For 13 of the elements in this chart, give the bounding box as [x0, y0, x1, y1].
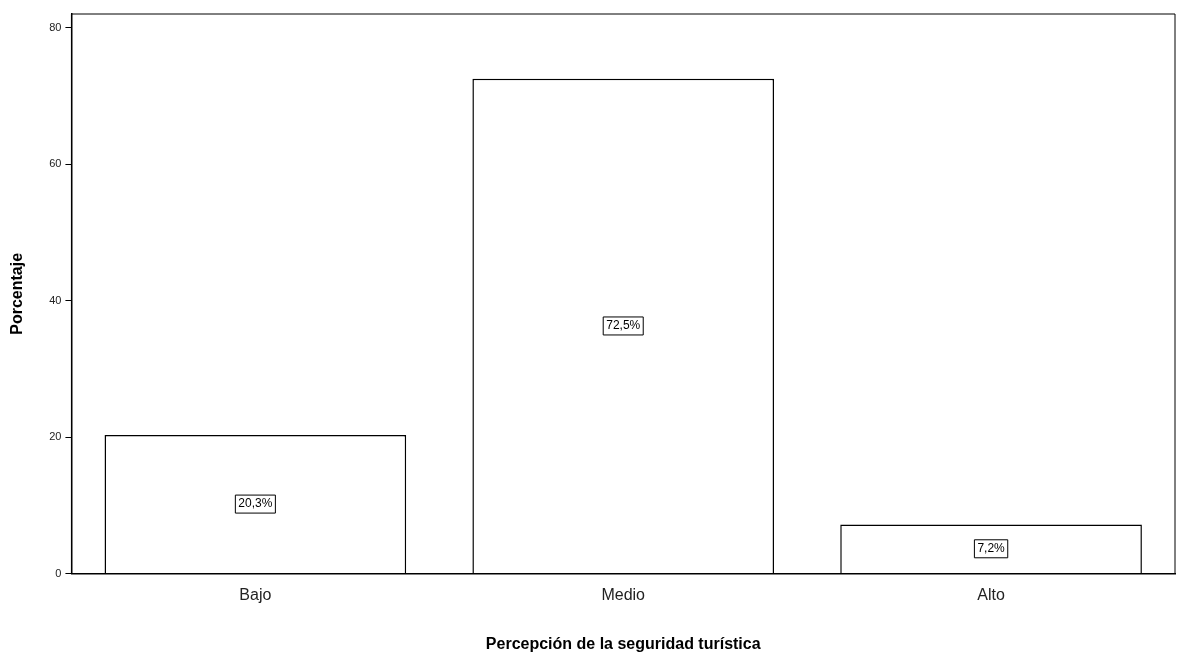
x-axis-title: Percepción de la seguridad turística [485, 634, 761, 652]
data-label: 72,5% [606, 318, 641, 333]
x-tick-label: Medio [601, 585, 646, 603]
y-tick-label: 80 [49, 20, 62, 33]
y-tick-label: 60 [49, 157, 62, 170]
data-label: 20,3% [238, 496, 273, 511]
data-label: 7,2% [977, 541, 1006, 556]
x-tick-label: Alto [977, 585, 1005, 603]
y-axis-title: Porcentaje [8, 252, 26, 335]
y-tick-label: 40 [49, 293, 62, 306]
y-tick-label: 0 [55, 566, 62, 579]
y-tick-label: 20 [49, 430, 62, 443]
x-tick-label: Bajo [239, 585, 272, 603]
